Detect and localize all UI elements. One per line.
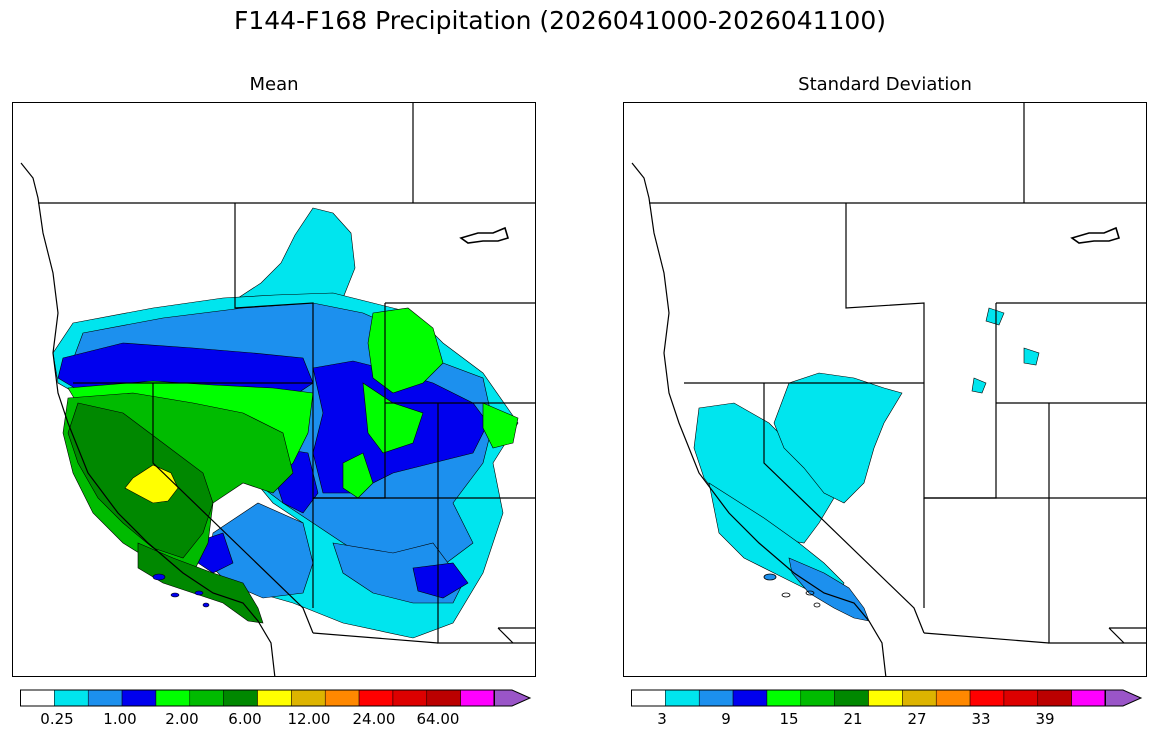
mean-tick-label: 12.00 [287,710,331,728]
mean-precip-fills [52,207,519,639]
mean-colorbar-swatch [392,689,428,707]
mean-colorbar-swatch [87,689,123,707]
mean-colorbar-swatch [54,689,89,707]
mean-tick-label: 0.25 [40,710,74,728]
mean-tick-label: 64.00 [416,710,460,728]
mean-colorbar-swatch [257,689,292,707]
mean-panel-title: Mean [249,74,299,95]
stddev-tick-label: 33 [971,710,991,728]
stddev-colorbar-swatch [868,689,903,707]
stddev-map [623,102,1147,677]
stddev-colorbar-swatch [665,689,700,707]
mean-colorbar-swatch [291,689,326,707]
stddev-colorbar-swatches [631,689,1143,707]
stddev-colorbar-swatch [834,689,869,707]
mean-colorbar-swatch [324,689,360,707]
mean-colorbar-swatch [358,689,394,707]
mean-colorbar-swatch [426,689,461,707]
stddev-islands [763,573,821,608]
mean-map [12,102,536,677]
stddev-colorbar-swatch [1003,689,1039,707]
stddev-colorbar-swatch [766,689,802,707]
stddev-tick-label: 21 [843,710,863,728]
mean-colorbar [20,689,532,711]
stddev-colorbar [631,689,1143,711]
stddev-colorbar-swatch [800,689,835,707]
mean-base-map [20,103,535,676]
stddev-colorbar-swatch [698,689,734,707]
stddev-panel-title: Standard Deviation [798,74,972,95]
mean-colorbar-swatch [223,689,258,707]
mean-tick-label: 2.00 [165,710,199,728]
mean-colorbar-swatch [121,689,157,707]
mean-tick-label: 24.00 [352,710,396,728]
mean-tick-label: 1.00 [103,710,137,728]
stddev-tick-label: 3 [657,710,667,728]
stddev-base-map [631,103,1146,676]
stddev-tick-label: 27 [907,710,927,728]
stddev-colorbar-swatch [902,689,937,707]
stddev-colorbar-swatch [631,689,666,707]
stddev-tick-label: 15 [779,710,799,728]
stddev-fills [693,307,1040,622]
figure-title: F144-F168 Precipitation (2026041000-2026… [233,6,886,35]
mean-colorbar-swatches [20,689,532,707]
mean-tick-label: 6.00 [228,710,262,728]
stddev-colorbar-swatch [732,689,768,707]
stddev-colorbar-swatch [969,689,1005,707]
stddev-colorbar-swatch [1037,689,1072,707]
stddev-colorbar-swatch [1071,689,1106,707]
mean-colorbar-swatch [155,689,191,707]
stddev-tick-label: 9 [721,710,731,728]
mean-islands [152,573,210,608]
mean-colorbar-swatch [189,689,224,707]
stddev-colorbar-swatch [935,689,971,707]
mean-colorbar-swatch [460,689,495,707]
mean-colorbar-swatch [20,689,55,707]
stddev-tick-label: 39 [1035,710,1055,728]
